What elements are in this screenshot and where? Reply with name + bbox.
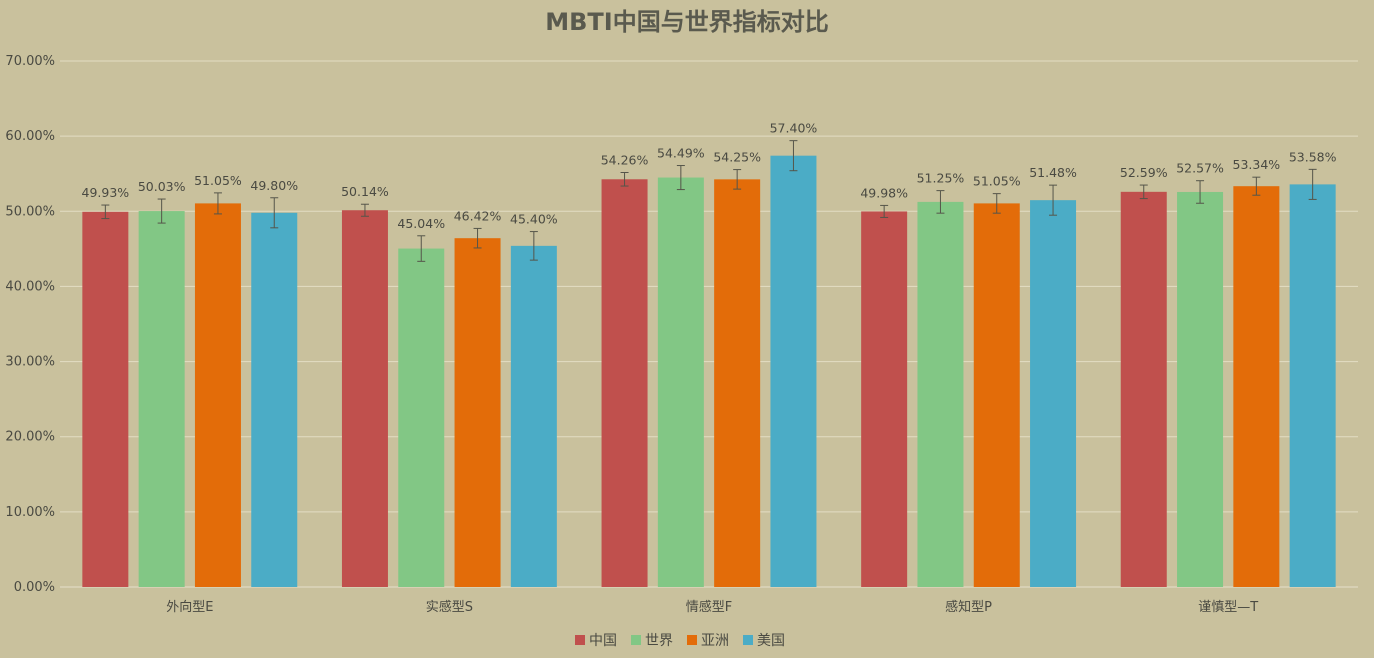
bar [341,210,388,588]
x-tick-label: 感知型P [945,599,992,615]
legend-item[interactable]: 美国 [757,633,785,649]
data-label: 49.98% [860,185,908,200]
y-axis: 0.00% 10.00% 20.00% 30.00% 40.00% 50.00% 60.00… [5,54,55,595]
data-label: 45.40% [510,212,558,227]
x-axis: 外向型E 实感型S 情感型F 感知型P 谨慎型—T [166,599,1258,615]
bar [861,211,908,587]
legend-swatch [631,635,641,645]
y-tick-label: 50.00% [5,204,55,219]
bar [510,245,557,587]
bar [973,203,1020,587]
data-label: 51.25% [917,171,965,186]
y-tick-label: 0.00% [14,580,55,595]
data-label: 54.49% [657,146,705,161]
data-label: 52.59% [1120,165,1168,180]
bar [1120,191,1167,587]
data-label: 57.40% [770,121,818,136]
bar [251,212,298,587]
data-label: 52.57% [1176,161,1224,176]
x-tick-label: 实感型S [426,599,473,615]
bar [917,201,964,587]
bar [1289,184,1336,587]
bar [1030,200,1077,588]
data-label: 51.05% [194,173,242,188]
bar [770,155,817,587]
x-tick-label: 外向型E [166,599,213,615]
bars: 49.93% 50.03% 51.05% 49.80% 50.14% 45.04% 46.4… [82,121,1337,588]
data-label: 51.05% [973,174,1021,189]
bar [138,211,185,587]
data-label: 45.04% [397,216,445,231]
bar [454,238,501,587]
data-label: 46.42% [454,208,502,223]
y-tick-label: 60.00% [5,129,55,144]
bar [194,203,241,587]
data-label: 54.26% [601,153,649,168]
data-label: 50.14% [341,184,389,199]
data-label: 49.80% [250,178,298,193]
data-label: 50.03% [138,179,186,194]
data-label: 53.34% [1233,157,1281,172]
y-tick-label: 70.00% [5,54,55,69]
bar [714,179,761,587]
legend-item[interactable]: 世界 [645,633,673,649]
legend-swatch [743,635,753,645]
chart-title: MBTI中国与世界指标对比 [545,8,828,36]
y-tick-label: 10.00% [5,505,55,520]
legend-swatch [575,635,585,645]
bar [398,248,445,587]
bar [657,177,704,587]
y-tick-label: 20.00% [5,430,55,445]
legend-item[interactable]: 中国 [589,633,617,649]
data-label: 49.93% [82,185,130,200]
bar [1233,186,1280,588]
legend[interactable]: 中国 世界 亚洲 美国 [575,633,785,649]
bar [82,211,129,588]
legend-swatch [687,635,697,645]
bar [601,179,648,588]
data-label: 53.58% [1289,149,1337,164]
y-tick-label: 40.00% [5,279,55,294]
bar [1177,191,1224,587]
legend-item[interactable]: 亚洲 [701,633,729,649]
x-tick-label: 谨慎型—T [1198,600,1258,615]
data-label: 54.25% [713,150,761,165]
y-tick-label: 30.00% [5,355,55,370]
x-tick-label: 情感型F [686,599,732,615]
data-label: 51.48% [1029,165,1077,180]
